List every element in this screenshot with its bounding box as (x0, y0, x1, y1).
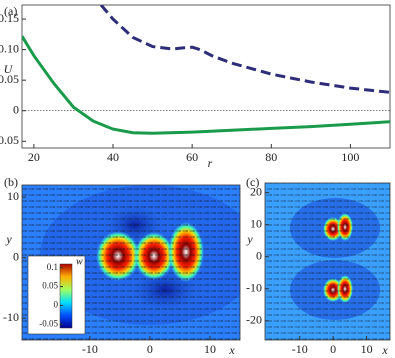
y-tick-label: 0 (13, 249, 19, 263)
colorbar-tick-label: 0.05 (42, 281, 58, 291)
y-axis-label: U (4, 62, 14, 76)
colorbar-box (27, 255, 86, 335)
colorbar (59, 263, 73, 329)
x-tick-label: -10 (292, 342, 308, 356)
x-tick-label: 0 (147, 342, 153, 356)
y-tick-label: 0.05 (0, 72, 19, 86)
series-line (22, 35, 390, 135)
x-tick-label: 20 (28, 150, 40, 164)
x-axis-label: r (208, 156, 213, 170)
plot-frame (21, 184, 241, 341)
colorbar-label: w (76, 256, 83, 267)
plot-frame (264, 182, 391, 341)
y-axis-label: y (5, 232, 12, 246)
x-axis-label: x (228, 343, 235, 357)
x-tick-label: 40 (107, 150, 119, 164)
y-tick-label: 10 (250, 216, 262, 230)
x-tick-label: 80 (265, 150, 277, 164)
y-axis-label: y (246, 232, 253, 246)
panel-label: (c) (246, 175, 259, 189)
x-tick-label: 0 (330, 342, 336, 356)
plot-frame (21, 4, 391, 149)
x-tick-label: -10 (82, 342, 98, 356)
y-tick-label: 0.10 (0, 41, 19, 55)
series-line (99, 5, 390, 94)
y-tick-label: 10 (7, 189, 19, 203)
x-tick-label: 10 (204, 342, 216, 356)
y-tick-label: -10 (246, 280, 262, 294)
x-axis-label: x (381, 343, 388, 357)
y-tick-label: 0 (13, 102, 19, 116)
colorbar-tick-label: -0.05 (39, 318, 58, 328)
y-tick-label: -10 (3, 310, 19, 324)
x-tick-label: 100 (341, 150, 359, 164)
x-tick-label: 10 (361, 342, 373, 356)
y-tick-label: -20 (246, 313, 262, 327)
y-tick-label: 20 (250, 184, 262, 198)
y-tick-label: 0 (256, 248, 262, 262)
x-tick-label: 60 (186, 150, 198, 164)
panel-label: (a) (4, 4, 17, 18)
field-c (265, 183, 390, 340)
colorbar-tick-label: 0 (54, 299, 59, 309)
colorbar-tick-label: 0.1 (47, 262, 58, 272)
y-tick-label: 0.15 (0, 11, 19, 25)
y-tick-label: -0.05 (0, 133, 19, 147)
panel-label: (b) (4, 175, 18, 189)
